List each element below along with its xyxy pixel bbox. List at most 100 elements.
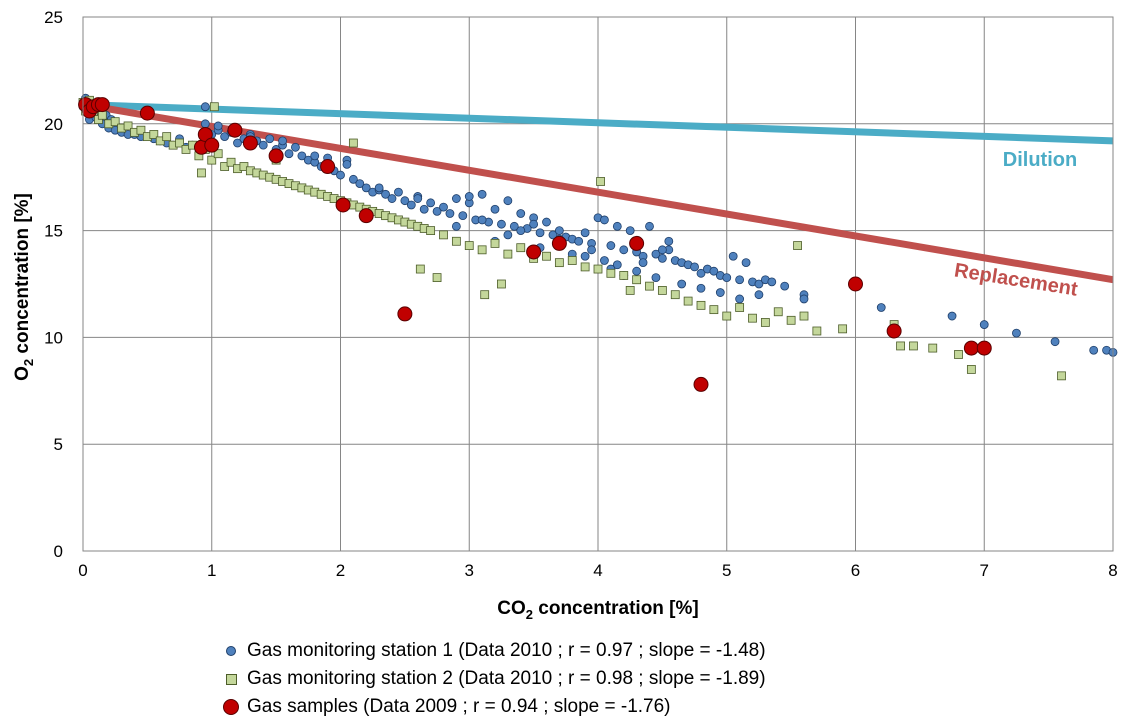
- y-tick-label: 15: [44, 222, 63, 241]
- station-2-point: [226, 157, 236, 167]
- station-1-point: [612, 260, 622, 270]
- station-2-point: [432, 273, 442, 282]
- station-1-point: [780, 281, 790, 291]
- x-tick-label: 3: [465, 561, 474, 580]
- station-1-point: [735, 294, 745, 304]
- y-axis-title-subscript: 2: [21, 359, 36, 366]
- station-2-point: [625, 286, 635, 295]
- station-1-point: [516, 209, 526, 218]
- station-2-point: [793, 241, 802, 250]
- x-tick-label: 6: [851, 561, 860, 580]
- station-2-point: [896, 341, 905, 351]
- station-2-point: [709, 305, 719, 315]
- station-1-point: [638, 258, 648, 268]
- legend-item-station-2: Gas monitoring station 2 (Data 2010 ; r …: [215, 665, 1035, 693]
- x-tick-label: 1: [207, 561, 216, 580]
- station-1-point: [574, 236, 584, 246]
- station-2-point: [928, 343, 938, 353]
- station-2-point: [606, 268, 616, 278]
- station-1-point: [516, 226, 526, 236]
- station-1-point: [632, 266, 642, 276]
- station-1-point: [413, 194, 423, 203]
- station-1-point: [696, 283, 706, 293]
- station-2-point: [213, 149, 223, 159]
- station-1-point: [265, 134, 275, 144]
- gas-sample-point: [268, 148, 284, 164]
- x-axis-title: CO2 concentration [%]: [497, 598, 698, 622]
- station-2-point: [490, 239, 500, 248]
- y-tick-label: 10: [44, 328, 63, 347]
- gas-sample-point: [227, 122, 243, 138]
- y-tick-label: 0: [54, 542, 63, 561]
- gas-sample-point: [886, 323, 902, 339]
- station-2-point: [786, 315, 796, 325]
- station-2-point: [909, 341, 918, 351]
- station-1-point: [451, 221, 461, 231]
- station-2-point: [516, 243, 526, 253]
- station-1-point: [381, 189, 390, 199]
- station-1-point: [200, 119, 210, 129]
- station-1-point: [677, 279, 687, 289]
- station-2-point: [696, 300, 706, 310]
- station-2-point: [645, 281, 654, 291]
- station-2-point: [1057, 371, 1066, 381]
- station-1-point: [625, 226, 635, 236]
- station-1-point: [1089, 345, 1099, 355]
- station-2-point: [683, 296, 693, 306]
- station-1-point: [979, 320, 989, 329]
- station-1-point: [876, 303, 886, 312]
- station-2-point: [596, 177, 605, 186]
- gas-sample-point: [242, 135, 258, 151]
- station-1-point: [651, 249, 661, 259]
- gas-sample-point: [320, 159, 336, 175]
- station-1-point: [258, 140, 268, 150]
- station-1-point: [657, 245, 667, 255]
- station-1-point: [503, 230, 513, 240]
- station-2-point: [812, 326, 822, 336]
- station-2-point: [799, 311, 809, 321]
- station-1-point: [651, 273, 661, 282]
- station-2-point: [439, 230, 448, 240]
- station-2-point: [464, 241, 474, 250]
- y-axis-title: O2 concentration [%]: [12, 193, 36, 381]
- gas-sample-point: [358, 208, 374, 224]
- station-1-point: [477, 189, 487, 199]
- station-2-point: [197, 168, 206, 178]
- station-1-point: [1012, 328, 1021, 338]
- station-2-point: [451, 236, 461, 246]
- station-2-point: [966, 365, 976, 374]
- x-tick-label: 4: [593, 561, 602, 580]
- station-1-point: [497, 219, 506, 229]
- station-2-point: [207, 155, 217, 165]
- station-1-point: [600, 215, 609, 225]
- station-1-point: [722, 273, 732, 282]
- station-1-point: [200, 102, 210, 112]
- station-1-point: [728, 251, 738, 261]
- station-2-point: [593, 264, 603, 274]
- station-2-point: [348, 138, 358, 148]
- y-axis-title-tail: concentration [%]: [12, 193, 33, 359]
- station-1-point: [715, 288, 725, 297]
- station-1-point: [587, 245, 596, 255]
- legend-item-gas-samples: Gas samples (Data 2009 ; r = 0.94 ; slop…: [215, 693, 1035, 721]
- station-1-point: [1050, 337, 1060, 347]
- station-1-point: [213, 121, 223, 131]
- station-2-point: [735, 303, 745, 312]
- x-axis-title-tail: concentration [%]: [533, 598, 699, 619]
- station-1-point: [278, 136, 287, 146]
- y-axis-title-main: O: [12, 366, 33, 381]
- station-1-point: [426, 198, 436, 208]
- grid-lines: [82, 16, 1114, 552]
- station-1-point: [535, 228, 545, 238]
- station-1-point: [394, 187, 403, 197]
- dilution-line: [82, 101, 1114, 145]
- station-1-point: [374, 183, 384, 193]
- gas-sample-point: [848, 276, 863, 292]
- y-tick-label: 5: [54, 435, 63, 454]
- station-2-point: [162, 132, 172, 142]
- legend-marker-gas-samples: [215, 699, 247, 715]
- series-gas-samples: [78, 97, 992, 392]
- station-1-point: [220, 132, 230, 142]
- x-axis-title-subscript: 2: [526, 607, 533, 622]
- station-2-point: [619, 271, 629, 280]
